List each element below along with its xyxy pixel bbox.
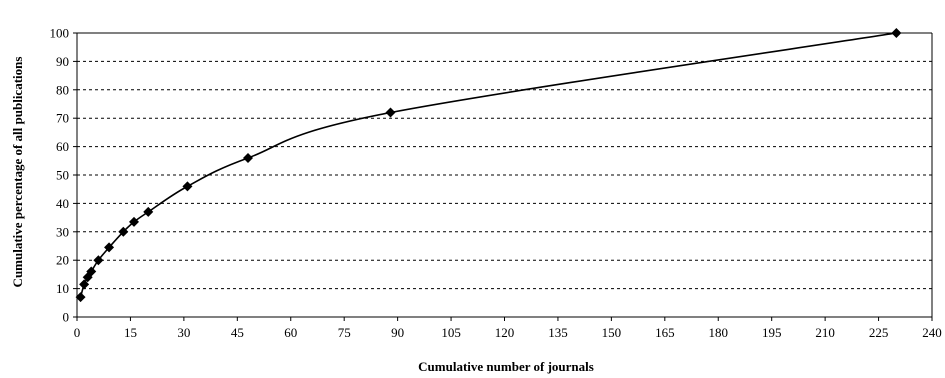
x-tick-label: 75 <box>338 325 351 340</box>
y-tick-label: 80 <box>56 82 69 97</box>
data-markers <box>75 28 902 303</box>
x-tick-label: 225 <box>869 325 889 340</box>
y-tick-label: 40 <box>56 196 69 211</box>
x-tick-label: 90 <box>391 325 404 340</box>
y-tick-label: 70 <box>56 111 69 126</box>
series-line <box>79 32 897 298</box>
data-point-marker <box>104 242 115 253</box>
data-point-marker <box>75 292 86 303</box>
x-tick-label: 15 <box>124 325 137 340</box>
data-point-marker <box>182 181 193 192</box>
data-point-marker <box>143 206 154 217</box>
x-tick-label: 120 <box>495 325 515 340</box>
data-point-marker <box>891 28 902 38</box>
y-tick-labels: 0 10 20 30 40 50 60 70 80 90 100 <box>50 26 70 325</box>
y-tick-label: 30 <box>56 224 69 239</box>
data-point-marker <box>86 266 97 277</box>
x-tick-label: 150 <box>602 325 622 340</box>
grid-lines <box>77 32 932 290</box>
data-point-marker <box>243 152 253 163</box>
x-tick-label: 135 <box>548 325 568 340</box>
x-tick-labels: 0 15 30 45 60 75 90 105 120 135 150 165 180 195 210 225… <box>74 325 942 340</box>
x-axis-title: Cumulative number of journals <box>418 359 594 374</box>
x-tick-label: 180 <box>709 325 729 340</box>
y-tick-label: 60 <box>56 139 69 154</box>
y-tick-label: 0 <box>63 310 70 325</box>
data-point-marker <box>79 279 90 290</box>
x-tick-label: 30 <box>177 325 190 340</box>
y-tick-label: 10 <box>56 281 69 296</box>
y-tick-label: 50 <box>56 168 69 183</box>
x-tick-label: 105 <box>441 325 461 340</box>
y-tick-label: 100 <box>50 26 70 41</box>
x-tick-label: 0 <box>74 325 81 340</box>
y-tick-label: 20 <box>56 253 69 268</box>
x-tick-label: 240 <box>922 325 942 340</box>
data-point-marker <box>118 226 129 237</box>
y-axis-title: Cumulative percentage of all publication… <box>10 57 25 288</box>
x-tick-label: 165 <box>655 325 675 340</box>
data-point-marker <box>129 216 139 227</box>
data-point-marker <box>93 255 104 266</box>
data-point-marker <box>385 107 396 118</box>
x-tick-label: 45 <box>231 325 244 340</box>
x-tick-label: 60 <box>284 325 297 340</box>
x-tick-label: 195 <box>762 325 782 340</box>
series-path <box>79 32 897 298</box>
y-tick-label: 90 <box>56 54 69 69</box>
axes <box>73 32 933 321</box>
x-tick-label: 210 <box>815 325 835 340</box>
